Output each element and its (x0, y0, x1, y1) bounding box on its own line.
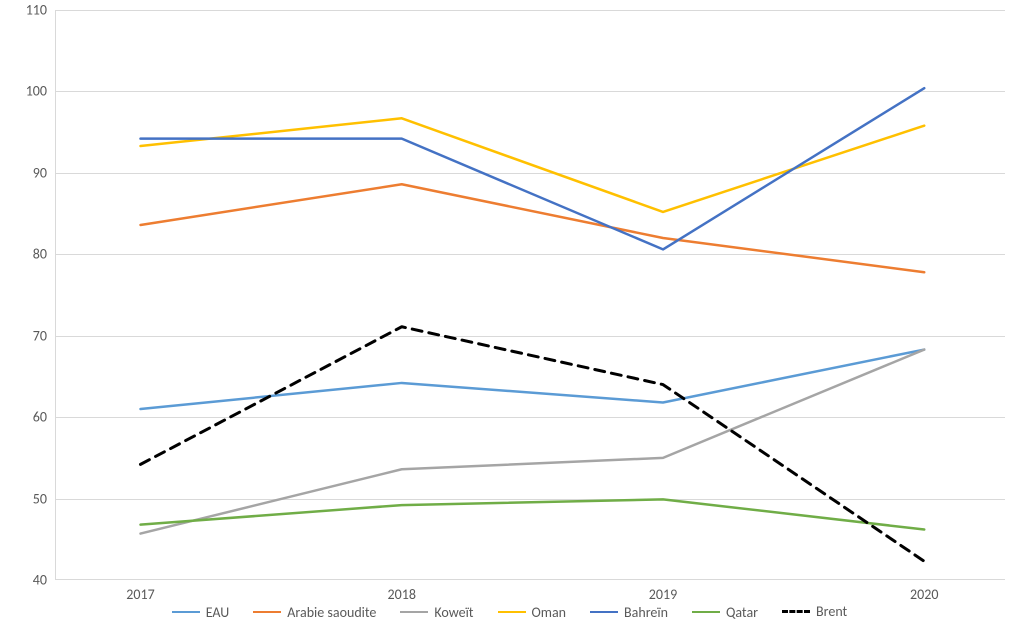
legend-swatch (590, 611, 618, 613)
legend-item: Oman (498, 604, 567, 621)
y-tick-label: 100 (0, 83, 47, 100)
legend-swatch (400, 611, 428, 613)
legend-label: Bahreïn (624, 604, 668, 621)
legend-swatch (253, 611, 281, 613)
legend-label: Oman (532, 604, 567, 621)
legend-label: Qatar (726, 604, 758, 621)
legend-swatch (498, 611, 526, 613)
legend-label: Arabie saoudite (287, 604, 376, 621)
legend-swatch (692, 611, 720, 613)
line-chart: 405060708090100110 2017201820192020 EAUA… (0, 0, 1019, 633)
legend-item: Koweït (400, 604, 473, 621)
legend-item: Bahreïn (590, 604, 668, 621)
y-tick-label: 110 (0, 2, 47, 19)
chart-lines (0, 0, 1019, 633)
series-line (141, 118, 925, 212)
y-tick-label: 80 (0, 246, 47, 263)
series-line (141, 327, 925, 562)
y-tick-label: 50 (0, 490, 47, 507)
legend-item: Brent (782, 603, 847, 620)
legend-item: Qatar (692, 604, 758, 621)
y-tick-label: 90 (0, 164, 47, 181)
legend: EAU Arabie saoudite Koweït Oman Bahreïn Qatar… (0, 600, 1019, 621)
series-line (141, 184, 925, 272)
series-line (141, 350, 925, 534)
legend-item: Arabie saoudite (253, 604, 376, 621)
series-line (141, 88, 925, 249)
series-line (141, 350, 925, 409)
y-tick-label: 60 (0, 409, 47, 426)
legend-label: EAU (206, 604, 230, 621)
legend-label: Brent (816, 603, 847, 620)
legend-item: EAU (172, 604, 230, 621)
y-tick-label: 70 (0, 327, 47, 344)
y-tick-label: 40 (0, 572, 47, 589)
legend-swatch (782, 610, 810, 613)
legend-label: Koweït (434, 604, 473, 621)
legend-swatch (172, 611, 200, 613)
